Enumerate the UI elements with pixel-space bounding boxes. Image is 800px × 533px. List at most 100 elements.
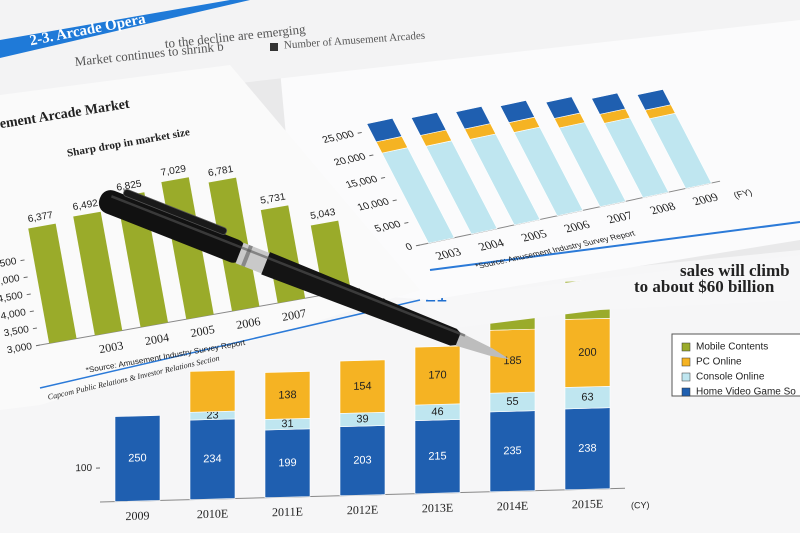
- y-tick-label: 3,000: [6, 341, 33, 356]
- pen-cap: [98, 190, 246, 263]
- y-tick-label: 100: [75, 463, 92, 474]
- bar-segment: [410, 112, 447, 136]
- x-tick-label: 2010E: [197, 506, 228, 521]
- bar-segment: [114, 415, 161, 502]
- value-label: 39: [356, 413, 368, 425]
- y-tick-label: 5,500: [0, 256, 18, 271]
- legend: Home Video Game So Console Online PC Onlin…: [681, 342, 796, 398]
- pen: [98, 189, 510, 360]
- legend-box: [671, 333, 800, 397]
- bar-segment: [499, 100, 536, 123]
- y-tick: [415, 244, 421, 247]
- pen-clip: [123, 189, 228, 235]
- legend-label: Console Online: [696, 372, 765, 383]
- pen-highlight: [110, 195, 466, 337]
- value-label: 6,781: [207, 164, 234, 179]
- x-tick-label: 2011E: [272, 504, 303, 519]
- value-label: 235: [503, 445, 521, 457]
- value-label: 6,377: [27, 210, 54, 225]
- y-tick: [26, 293, 31, 296]
- x-tick-label: 2015E: [572, 497, 603, 512]
- x-tick-label: 2004: [476, 236, 506, 253]
- x-tick-label: 2006: [562, 218, 592, 235]
- y-tick-label: 4,000: [0, 307, 27, 322]
- y-tick: [369, 154, 374, 157]
- legend-label: Home Video Game So: [696, 387, 796, 398]
- bar-segment: [366, 118, 403, 143]
- value-label: 234: [203, 453, 221, 465]
- legend-swatch: [681, 372, 691, 382]
- y-tick: [392, 199, 397, 202]
- section-band: [0, 0, 250, 58]
- y-tick: [357, 131, 362, 134]
- bar-segment: [636, 89, 672, 111]
- legend-label: PC Online: [696, 357, 742, 368]
- bar: [116, 192, 168, 328]
- headline: sales will climb: [680, 261, 790, 280]
- bar-segment: [189, 369, 236, 413]
- value-label: 55: [506, 396, 518, 408]
- x-axis-label: (CY): [631, 500, 649, 510]
- value-label: 138: [278, 389, 296, 401]
- value-label: 46: [431, 406, 443, 418]
- y-tick: [404, 222, 409, 224]
- rule: [429, 221, 800, 271]
- bar-segment: [455, 106, 491, 130]
- value-label: 23: [206, 409, 218, 421]
- x-tick-label: 2008: [647, 200, 677, 217]
- value-label: 250: [128, 452, 146, 464]
- x-tick-label: 2013E: [422, 501, 453, 516]
- y-tick: [23, 276, 28, 279]
- value-label: 7,029: [160, 164, 187, 179]
- x-tick-label: 2014E: [497, 499, 528, 514]
- headline: to about $60 billion: [634, 277, 775, 296]
- y-tick: [29, 310, 34, 313]
- bar-segment: [339, 359, 386, 414]
- bar-segment: [545, 96, 581, 119]
- y-tick-label: 5,000: [0, 273, 21, 288]
- legend-swatch: [681, 342, 691, 352]
- y-tick-label: 0: [404, 242, 415, 253]
- value-label: 200: [578, 347, 596, 359]
- bar: [28, 223, 77, 344]
- right-page: [420, 255, 800, 330]
- x-tick-label: 2012E: [347, 502, 378, 517]
- bar: [73, 211, 123, 336]
- axis: [39, 288, 361, 346]
- value-label: 203: [353, 454, 371, 466]
- value-label: 5,043: [309, 207, 336, 222]
- bar-segment: [591, 92, 626, 115]
- bar-segment: [264, 371, 311, 420]
- y-tick-label: 4,500: [0, 290, 24, 305]
- value-label: 63: [581, 391, 593, 403]
- x-tick-label: 2005: [519, 227, 549, 244]
- value-label: 170: [428, 369, 446, 381]
- y-tick: [35, 344, 41, 347]
- value-label: 6,492: [72, 198, 99, 213]
- bar-segment: [414, 345, 461, 406]
- legend-label: Mobile Contents: [696, 342, 768, 353]
- legend-swatch: [681, 387, 691, 397]
- value-label: 185: [503, 355, 521, 367]
- x-tick-label: 2007: [605, 209, 635, 226]
- y-tick: [32, 327, 37, 330]
- x-tick-label: 2003: [98, 338, 124, 356]
- y-tick-label: 3,500: [3, 324, 30, 339]
- x-tick-label: 2005: [189, 322, 215, 340]
- value-label: 154: [353, 380, 371, 392]
- y-tick: [20, 259, 25, 262]
- value-label: 6,825: [116, 179, 143, 194]
- x-tick-label: 2003: [433, 245, 463, 262]
- legend-swatch: [681, 357, 691, 367]
- rule: [39, 299, 421, 389]
- x-tick-label: 2009: [690, 190, 720, 207]
- value-label: 199: [278, 457, 296, 469]
- x-axis-label: (FY): [732, 188, 754, 201]
- x-tick-label: 2006: [235, 314, 261, 332]
- value-label: 5,731: [259, 192, 286, 207]
- bottom-chart: 100 (CY) 2009 250 2010E 234 23 2011E 199 31 138 201…: [75, 279, 649, 523]
- value-label: 215: [428, 450, 446, 462]
